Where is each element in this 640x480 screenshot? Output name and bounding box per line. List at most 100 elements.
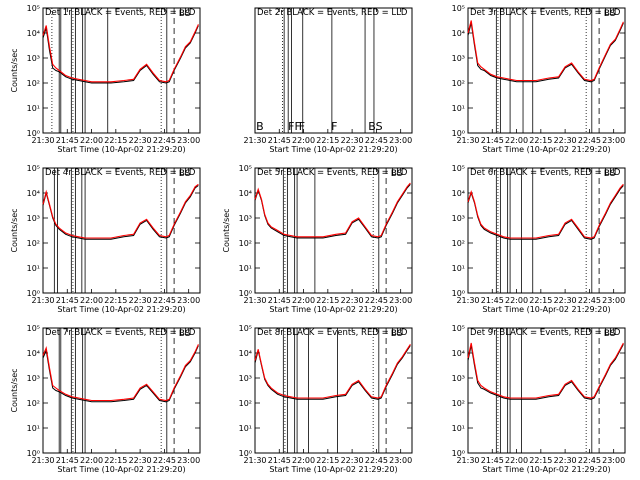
- y-tick-label: 10¹: [27, 104, 40, 113]
- x-tick-label: 22:45: [365, 456, 388, 465]
- y-tick-label: 10¹: [239, 424, 252, 433]
- flag-annotation: F: [299, 120, 305, 133]
- x-tick-label: 23:00: [177, 456, 200, 465]
- x-tick-label: 22:15: [316, 136, 339, 145]
- x-tick-label: 21:45: [268, 456, 291, 465]
- series-line-events: [467, 22, 624, 83]
- x-tick-label: 22:00: [80, 456, 103, 465]
- series-line-events: [467, 185, 624, 240]
- x-tick-label: 22:15: [529, 296, 552, 305]
- y-tick-label: 10⁰: [452, 129, 465, 138]
- x-tick-label: 22:30: [341, 456, 364, 465]
- y-tick-label: 10⁵: [452, 164, 465, 173]
- panel-title: Det 8r BLACK = Events, RED = LLD: [257, 328, 408, 338]
- x-tick-label: 22:30: [129, 456, 152, 465]
- flag-annotation: FF: [288, 120, 301, 133]
- x-tick-label: 23:00: [389, 136, 412, 145]
- x-tick-label: 22:45: [365, 296, 388, 305]
- x-tick-label: 21:30: [456, 296, 479, 305]
- y-tick-label: 10²: [27, 79, 40, 88]
- panel-title: Det 5r BLACK = Events, RED = LLD: [257, 168, 408, 178]
- x-tick-label: 22:30: [129, 136, 152, 145]
- x-tick-label: 22:15: [316, 296, 339, 305]
- y-tick-label: 10³: [239, 374, 252, 383]
- x-tick-label: 22:00: [80, 296, 103, 305]
- series-line-lld: [254, 343, 411, 399]
- flag-annotation: BS: [368, 120, 382, 133]
- x-tick-label: 22:30: [341, 296, 364, 305]
- x-tick-label: 22:45: [153, 136, 176, 145]
- series-line-lld: [467, 342, 624, 399]
- x-tick-label: 22:00: [505, 456, 528, 465]
- plot-frame: [254, 7, 413, 134]
- y-tick-label: 10⁰: [27, 129, 40, 138]
- y-tick-label: 10⁴: [452, 349, 465, 358]
- x-tick-label: 23:00: [602, 136, 625, 145]
- flag-annotation: F: [331, 120, 337, 133]
- x-tick-label: 21:45: [268, 136, 291, 145]
- series-line-lld: [254, 182, 411, 238]
- y-tick-label: 10²: [27, 399, 40, 408]
- series-line-events: [254, 183, 411, 239]
- x-tick-label: 21:30: [31, 456, 54, 465]
- x-tick-label: 21:30: [243, 296, 266, 305]
- x-tick-label: 22:15: [529, 136, 552, 145]
- y-tick-label: 10³: [452, 54, 465, 63]
- y-tick-label: 10³: [27, 374, 40, 383]
- x-tick-label: 21:45: [481, 456, 504, 465]
- x-tick-label: 22:00: [292, 456, 315, 465]
- panel-marker-label: BS: [179, 169, 191, 179]
- y-axis-label: Counts/sec: [222, 208, 231, 252]
- x-tick-label: 22:00: [292, 136, 315, 145]
- y-axis-label: Counts/sec: [10, 48, 19, 92]
- x-tick-label: 22:30: [554, 456, 577, 465]
- x-axis-label: Start Time (10-Apr-02 21:29:20): [482, 145, 610, 154]
- panel-title: Det 9r BLACK = Events, RED = LLD: [470, 328, 621, 338]
- y-tick-label: 10⁰: [27, 449, 40, 458]
- flag-annotation: B: [256, 120, 264, 133]
- y-tick-label: 10¹: [27, 424, 40, 433]
- x-tick-label: 21:45: [56, 456, 79, 465]
- y-tick-label: 10²: [452, 399, 465, 408]
- y-tick-label: 10²: [239, 399, 252, 408]
- x-tick-label: 23:00: [177, 136, 200, 145]
- x-tick-label: 22:15: [104, 296, 127, 305]
- x-tick-label: 21:45: [56, 296, 79, 305]
- panel-det-2: Det 2r BLACK = Events, RED = LLD 21:30 21:…: [243, 7, 413, 154]
- y-tick-label: 10⁰: [452, 449, 465, 458]
- y-tick-label: 10²: [27, 239, 40, 248]
- x-axis-label: Start Time (10-Apr-02 21:29:20): [269, 305, 397, 314]
- y-tick-label: 10⁰: [239, 289, 252, 298]
- x-tick-label: 22:45: [365, 136, 388, 145]
- x-tick-label: 22:30: [129, 296, 152, 305]
- x-tick-label: 22:00: [505, 296, 528, 305]
- y-tick-label: 10⁵: [27, 164, 40, 173]
- y-tick-label: 10⁴: [452, 29, 465, 38]
- x-tick-label: 21:30: [456, 136, 479, 145]
- y-tick-label: 10³: [27, 214, 40, 223]
- y-tick-label: 10⁵: [239, 324, 252, 333]
- panel-title: Det 6r BLACK = Events, RED = LLD: [470, 168, 621, 178]
- plot-frame: [467, 7, 626, 134]
- x-tick-label: 21:30: [456, 456, 479, 465]
- x-tick-label: 23:00: [389, 296, 412, 305]
- y-tick-label: 10¹: [239, 264, 252, 273]
- y-tick-label: 10¹: [452, 424, 465, 433]
- series-line-events: [42, 185, 199, 240]
- x-tick-label: 22:00: [80, 136, 103, 145]
- x-tick-label: 22:30: [554, 136, 577, 145]
- x-tick-label: 22:15: [529, 456, 552, 465]
- y-tick-label: 10¹: [27, 264, 40, 273]
- panel-marker-label: BS: [604, 9, 616, 19]
- y-tick-label: 10²: [452, 239, 465, 248]
- x-tick-label: 22:15: [104, 136, 127, 145]
- plot-frame: [467, 167, 626, 294]
- panel-marker-label: BS: [179, 9, 191, 19]
- x-tick-label: 22:45: [153, 456, 176, 465]
- plot-frame: [42, 167, 201, 294]
- panel-title: Det 1r BLACK = Events, RED = LLD: [45, 8, 196, 18]
- panel-marker-label: BS: [391, 169, 403, 179]
- series-line-lld: [42, 24, 199, 83]
